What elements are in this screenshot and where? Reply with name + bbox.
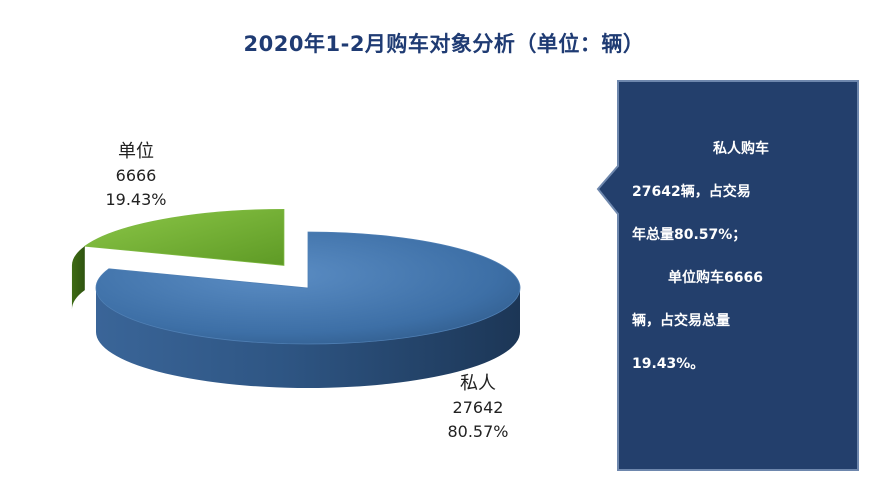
callout-line-5: 辆，占交易总量 (632, 313, 730, 329)
slice-private (95, 231, 521, 345)
callout-line-6: 19.43%。 (632, 356, 705, 372)
pie-chart (71, 208, 521, 388)
callout-line-1: 私人购车 (713, 141, 769, 157)
callout-shape (596, 80, 859, 471)
slice-unit-side (71, 246, 85, 310)
callout-line-4: 单位购车6666 (668, 270, 763, 286)
slice-percent-unit: 19.43% (105, 190, 167, 209)
slice-value-private: 27642 (452, 398, 504, 417)
slice-label-private: 私人 27642 80.57% (418, 372, 538, 444)
callout-line-2: 27642辆，占交易 (632, 184, 751, 200)
slice-label-unit: 单位 6666 19.43% (76, 140, 196, 212)
chart-title: 2020年1-2月购车对象分析（单位：辆） (243, 32, 645, 56)
slice-percent-private: 80.57% (447, 422, 509, 441)
callout-line-3: 年总量80.57%； (632, 227, 747, 243)
slice-name-private: 私人 (460, 373, 496, 394)
slice-private-side (96, 288, 520, 388)
slice-unit (83, 208, 285, 266)
slice-value-unit: 6666 (115, 166, 157, 185)
slice-name-unit: 单位 (118, 141, 154, 162)
